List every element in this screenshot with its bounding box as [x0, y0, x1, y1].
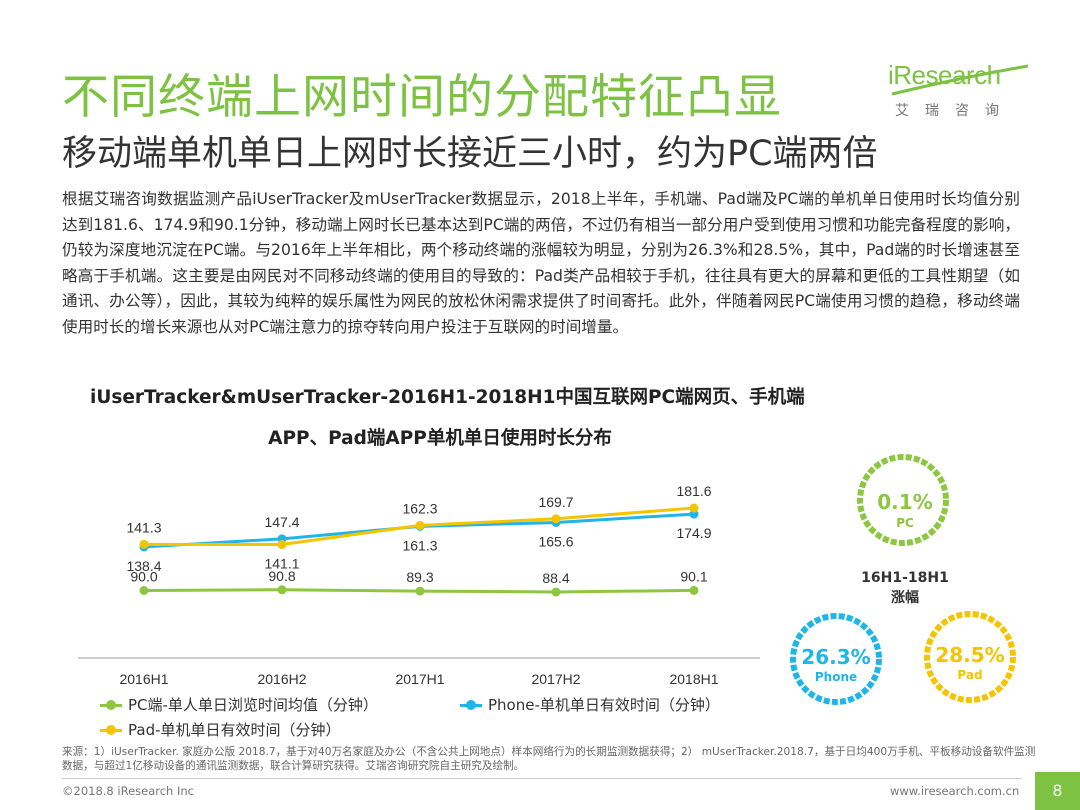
site-url: www.iresearch.com.cn — [890, 784, 1020, 798]
growth-pad-name: Pad — [957, 668, 983, 682]
legend-item-phone: Phone-单机单日有效时间（分钟） — [460, 694, 720, 715]
data-label-upper: 162.3 — [402, 500, 437, 516]
legend-marker-phone — [460, 699, 482, 710]
body-paragraph: 根据艾瑞咨询数据监测产品iUserTracker及mUserTracker数据显… — [62, 190, 1020, 336]
data-label-lower: 138.4 — [126, 558, 161, 574]
growth-pc-value: 0.1% — [877, 490, 933, 514]
legend-label-pc: PC端-单人单日浏览时间均值（分钟） — [128, 696, 378, 714]
growth-phone-value: 26.3% — [801, 645, 871, 669]
page-subtitle: 移动端单机单日上网时长接近三小时，约为PC端两倍 — [62, 134, 878, 174]
data-label-upper: 141.3 — [126, 519, 161, 535]
growth-pad-value: 28.5% — [935, 643, 1005, 667]
chart-title-line2: APP、Pad端APP单机单日使用时长分布 — [268, 428, 612, 449]
copyright-text: ©2018.8 iResearch Inc — [62, 784, 194, 798]
series-point-2 — [551, 514, 561, 524]
data-label-upper: 147.4 — [264, 514, 299, 530]
series-point-0 — [277, 585, 287, 595]
legend-marker-pc — [100, 699, 122, 710]
logo-chinese: 艾瑞咨询 — [895, 103, 1015, 119]
legend-item-pad: Pad-单机单日有效时间（分钟） — [100, 719, 341, 740]
logo-wordmark: iResearch — [888, 60, 1001, 90]
source-note: 来源：1）iUserTracker. 家庭办公版 2018.7，基于对40万名家… — [62, 746, 1036, 772]
legend-label-pad: Pad-单机单日有效时间（分钟） — [128, 721, 341, 739]
series-point-2 — [415, 520, 425, 530]
x-tick-label: 2018H1 — [669, 671, 718, 687]
series-point-2 — [689, 503, 699, 513]
page-number: 8 — [1035, 772, 1080, 810]
data-label-pc: 90.8 — [268, 568, 295, 584]
data-label-pc: 90.1 — [680, 568, 707, 584]
x-tick-label: 2017H1 — [395, 671, 444, 687]
data-label-upper: 181.6 — [676, 483, 711, 499]
x-tick-label: 2016H2 — [257, 671, 306, 687]
legend-item-pc: PC端-单人单日浏览时间均值（分钟） — [100, 694, 378, 715]
footer-divider — [62, 778, 1022, 779]
growth-ring-phone — [790, 613, 882, 705]
data-label-lower: 161.3 — [402, 537, 437, 553]
data-label-pc: 89.3 — [406, 569, 433, 585]
iresearch-logo: iResearch 艾瑞咨询 — [888, 60, 1038, 120]
legend-marker-pad — [100, 724, 122, 735]
legend-label-phone: Phone-单机单日有效时间（分钟） — [488, 696, 720, 714]
page-title: 不同终端上网时间的分配特征凸显 — [62, 70, 782, 125]
data-label-lower: 174.9 — [676, 525, 711, 541]
growth-caption: 16H1-18H1 涨幅 — [840, 568, 970, 608]
series-point-2 — [277, 540, 287, 550]
x-tick-label: 2017H2 — [531, 671, 580, 687]
series-point-0 — [139, 586, 149, 595]
series-point-2 — [139, 539, 149, 549]
data-label-pc: 88.4 — [542, 570, 569, 586]
growth-ring-pad — [924, 611, 1016, 703]
series-point-0 — [551, 587, 561, 597]
logo-swoosh — [891, 64, 1029, 96]
growth-phone-name: Phone — [814, 670, 858, 684]
data-label-lower: 165.6 — [538, 533, 573, 549]
data-label-pc: 90.0 — [130, 569, 157, 585]
growth-ring-pc — [857, 454, 949, 546]
growth-caption-line1: 16H1-18H1 — [861, 570, 949, 586]
chart-title-line1: iUserTracker&mUserTracker-2016H1-2018H1中… — [90, 387, 805, 408]
x-tick-label: 2016H1 — [119, 671, 168, 687]
data-label-upper: 169.7 — [538, 494, 573, 510]
data-label-lower: 141.1 — [264, 556, 299, 572]
growth-caption-line2: 涨幅 — [891, 590, 919, 606]
series-point-0 — [689, 585, 699, 595]
series-point-0 — [415, 586, 425, 596]
growth-pc-name: PC — [896, 516, 914, 530]
